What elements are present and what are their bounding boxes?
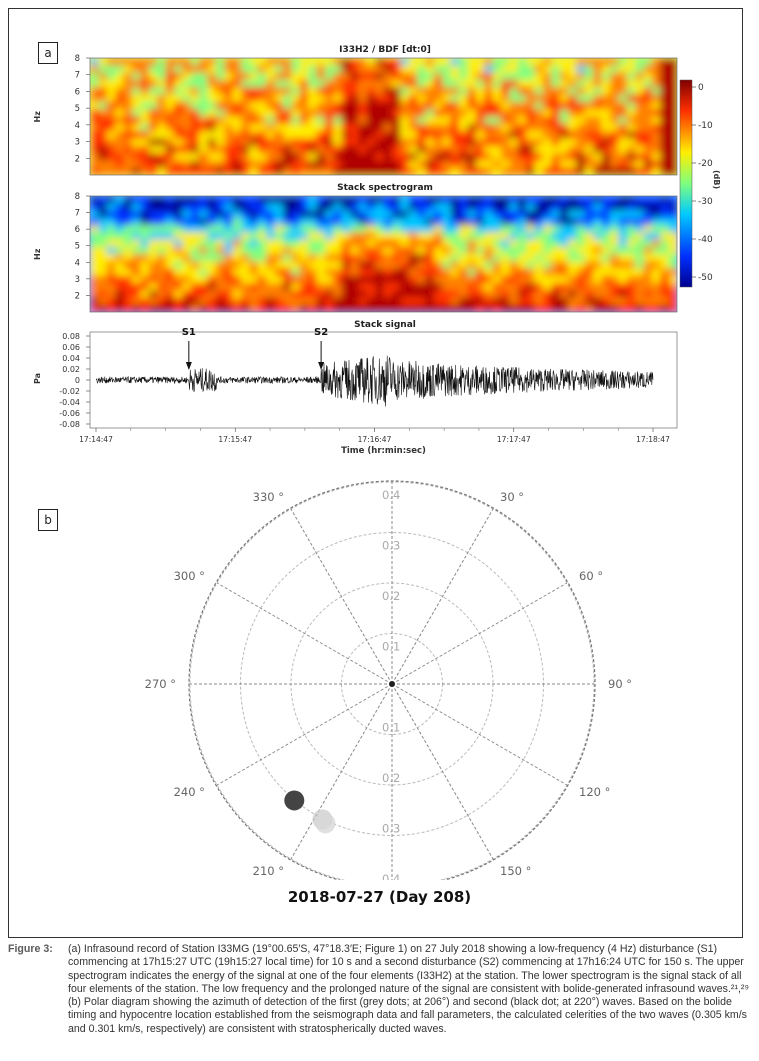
colorbar-tick-label: -40 xyxy=(698,235,713,245)
pa-tick-label: 0.02 xyxy=(62,365,80,374)
colorbar-tick-label: -10 xyxy=(698,121,713,131)
panel-a-label: a xyxy=(38,42,58,64)
marker-s1-arrowhead xyxy=(185,362,192,370)
polar-radial-label: 0.1 xyxy=(382,640,400,654)
time-tick-label: 17:18:47 xyxy=(636,435,670,444)
hz-tick-label: 6 xyxy=(75,225,80,235)
polar-spoke xyxy=(391,683,568,786)
hz-tick-label: 5 xyxy=(75,242,80,252)
caption-line: spectrogram indicates the energy of the … xyxy=(68,969,742,982)
hz-tick-label: 4 xyxy=(75,121,80,131)
caption-line: and 0.301 km/s, respectively) are consis… xyxy=(68,1022,447,1035)
hz-tick-label: 3 xyxy=(75,275,80,285)
polar-angle-label: 90 ° xyxy=(608,677,632,691)
polar-angle-label: 270 ° xyxy=(145,677,176,691)
caption-line: (b) Polar diagram showing the azimuth of… xyxy=(68,996,732,1009)
polar-radial-label: 0.2 xyxy=(382,589,400,603)
colorbar-tick-label: -50 xyxy=(698,273,713,283)
hz-tick-label: 7 xyxy=(75,209,80,219)
polar-angle-label: 120 ° xyxy=(579,785,610,799)
polar-angle-label: 330 ° xyxy=(253,490,284,504)
hz-tick-label: 8 xyxy=(75,54,80,64)
polar-spoke xyxy=(290,683,393,860)
polar-spoke xyxy=(216,683,393,786)
marker-s2-arrowhead xyxy=(318,362,325,370)
panel-a-chart: 8 7 6 5 4 3 2 Hz 8 7 6 5 4 3 2 Hz 0 -10 -20 -30 -40 -50 (dB)… xyxy=(33,54,721,456)
figure-frame xyxy=(8,8,743,938)
spectrogram-upper-title: I33H2 / BDF [dt:0] xyxy=(339,45,431,55)
polar-radial-label: 0.1 xyxy=(382,721,400,735)
stack-signal-plot: 0.08 0.06 0.04 0.02 0 -0.02 -0.04 -0.06 -0.08 Pa 1… xyxy=(33,327,678,456)
hz-tick-label: 8 xyxy=(75,192,80,202)
polar-angle-label: 240 ° xyxy=(174,785,205,799)
colorbar xyxy=(679,79,693,288)
hz-tick-label: 2 xyxy=(75,154,80,164)
time-tick-label: 17:17:47 xyxy=(497,435,531,444)
polar-radial-label: 0.3 xyxy=(382,822,400,836)
polar-diagram: 0 °30 °60 °90 °120 °150 °180 °210 °240 °… xyxy=(145,480,632,880)
polar-point-grey xyxy=(315,813,336,834)
pa-tick-label: 0.06 xyxy=(62,343,80,352)
polar-angle-label: 300 ° xyxy=(174,569,205,583)
polar-spoke xyxy=(216,582,393,685)
polar-spoke xyxy=(391,683,494,860)
spectrogram-upper xyxy=(90,58,677,175)
polar-spoke xyxy=(391,508,494,685)
polar-angle-label: 60 ° xyxy=(579,569,603,583)
pa-tick-label: 0 xyxy=(75,376,80,385)
marker-s1-label: S1 xyxy=(182,327,196,338)
pa-tick-label: -0.06 xyxy=(59,409,80,418)
polar-spoke xyxy=(290,508,393,685)
pa-tick-label: 0.08 xyxy=(62,332,80,341)
caption-line: commencing at 17h15:27 UTC (19h15:27 loc… xyxy=(68,956,744,969)
spectrogram-lower-title: Stack spectrogram xyxy=(337,183,433,193)
hz-tick-label: 2 xyxy=(75,291,80,301)
polar-outer-ring xyxy=(188,480,596,880)
panel-b-label: b xyxy=(38,509,58,531)
hz-tick-label: 3 xyxy=(75,138,80,148)
colorbar-tick-label: 0 xyxy=(698,83,704,93)
colorbar-tick-label: -20 xyxy=(698,159,713,169)
spectrogram-lower xyxy=(90,196,677,312)
signal-trace xyxy=(95,355,654,407)
caption-line: timing and hypocentre location establish… xyxy=(68,1009,747,1022)
polar-radial-label: 0.4 xyxy=(382,872,400,880)
polar-angle-label: 210 ° xyxy=(253,864,284,878)
pa-tick-label: 0.04 xyxy=(62,354,80,363)
polar-spoke xyxy=(391,582,568,685)
colorbar-tick-label: -30 xyxy=(698,197,713,207)
hz-tick-label: 5 xyxy=(75,104,80,114)
polar-radial-label: 0.4 xyxy=(382,488,400,502)
time-tick-label: 17:14:47 xyxy=(79,435,113,444)
hz-tick-label: 6 xyxy=(75,87,80,97)
pa-axis-label: Pa xyxy=(33,373,42,384)
pa-tick-label: -0.04 xyxy=(59,398,80,407)
stack-signal-title: Stack signal xyxy=(354,320,416,330)
time-axis-label: Time (hr:min:sec) xyxy=(341,446,426,456)
figure-label: Figure 3: xyxy=(8,943,53,955)
colorbar-label: (dB) xyxy=(712,170,721,189)
polar-center xyxy=(389,681,395,687)
caption-text: (a) Infrasound record of Station I33MG (… xyxy=(68,943,752,1036)
hz-axis-label: Hz xyxy=(33,111,42,123)
polar-radial-label: 0.2 xyxy=(382,771,400,785)
hz-tick-label: 7 xyxy=(75,71,80,81)
polar-angle-label: 150 ° xyxy=(500,864,531,878)
caption-line: four elements of the station. The low fr… xyxy=(68,982,749,995)
time-tick-label: 17:16:47 xyxy=(358,435,392,444)
polar-radial-label: 0.3 xyxy=(382,539,400,553)
marker-s2-label: S2 xyxy=(314,327,328,338)
polar-angle-label: 30 ° xyxy=(500,490,524,504)
caption-line: (a) Infrasound record of Station I33MG (… xyxy=(68,943,718,955)
hz-tick-label: 4 xyxy=(75,258,80,268)
pa-tick-label: -0.02 xyxy=(59,387,80,396)
hz-axis-label: Hz xyxy=(33,248,42,260)
time-tick-label: 17:15:47 xyxy=(218,435,252,444)
pa-tick-label: -0.08 xyxy=(59,420,80,429)
polar-point-black xyxy=(284,790,305,811)
polar-date-title: 2018-07-27 (Day 208) xyxy=(287,888,472,906)
